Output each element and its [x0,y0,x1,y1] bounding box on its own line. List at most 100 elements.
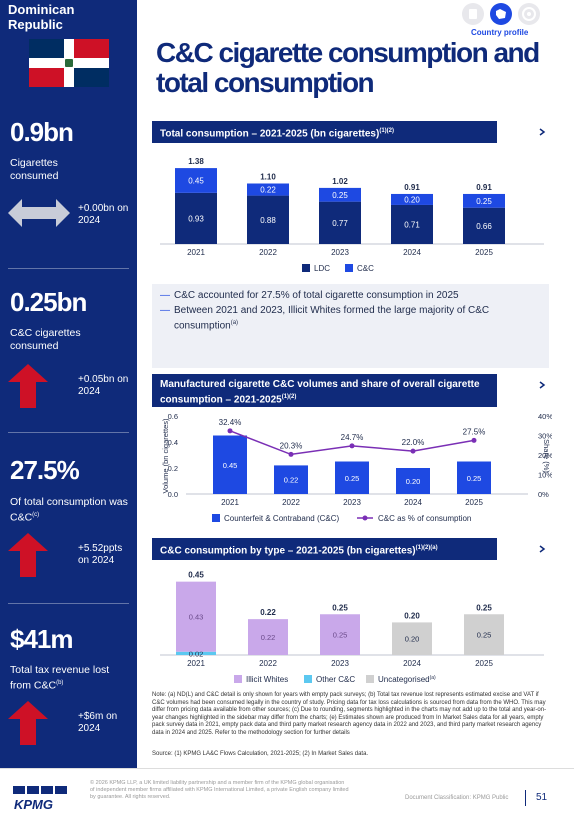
kpi-tax-value: $41m [10,624,73,654]
up-arrow-icon [8,701,48,745]
double-arrow-icon [8,199,70,227]
bar-other-c-c [176,651,216,655]
total-label: 0.25 [332,603,348,612]
data-label: 0.88 [260,216,276,225]
legend-label: LDC [314,264,330,273]
x-tick-label: 2025 [475,659,493,668]
data-label: 0.45 [223,461,238,470]
footer-legal: © 2026 KPMG LLP, a UK limited liability … [90,780,349,800]
data-label: 0.02 [189,649,204,658]
total-label: 1.38 [188,157,204,166]
data-label: 0.93 [188,214,204,223]
x-tick-label: 2025 [465,498,483,507]
x-tick-label: 2021 [187,248,205,257]
y-tick-label: 0.4 [168,438,178,447]
y-tick-label: 0.2 [168,464,178,473]
cc-volume-share-chart: 0.0 0.2 0.4 0.6 0% 10% 20% 30% 40% Volume (bn cig… [161,412,552,523]
legend-label: Other C&C [316,675,355,684]
kpi-tax-label: Total tax revenue lost from C&C(b) [10,664,110,692]
commentary-item: Between 2021 and 2023, Illicit Whites fo… [160,305,541,332]
total-label: 0.25 [476,603,492,612]
y-tick-label: 0.6 [168,412,178,421]
bar-uncategorised [392,622,432,655]
kpmg-logo-text: KPMG [14,797,53,811]
data-label: 0.25 [333,631,348,640]
legend-label-sup: (a) [430,675,436,681]
data-label: 0.43 [189,613,204,622]
y2-tick-label: 0% [538,490,549,499]
bar-illicit-whites [248,619,288,655]
bar-cc-volume [274,465,308,494]
kpi-cigarettes-value: 0.9bn [10,117,74,147]
chart1-arrow-icon [539,128,546,136]
data-label: 0.22 [261,633,276,642]
bar-cc-volume [335,461,369,494]
x-tick-label: 2025 [475,248,493,257]
chart3-title: C&C consumption by type – 2021-2025 (bn … [152,538,497,560]
bar-c-c [463,193,505,208]
kpmg-logo-icon: KPMG [13,786,67,811]
y2-tick-label: 20% [538,451,552,460]
legend-label: C&C as % of consumption [378,514,471,523]
share-point [410,448,416,454]
data-label: 0.45 [188,176,204,185]
total-consumption-chart: 0.93 0.45 1.38 2021 0.88 0.22 1.10 2022 0.77 0.25… [160,157,544,273]
chart2-arrow-icon [539,381,546,389]
x-tick-label: 2021 [221,498,239,507]
x-tick-label: 2023 [331,248,349,257]
footer-separator [525,790,526,806]
kpi-share-value: 27.5% [10,455,80,485]
y2-tick-label: 30% [538,432,552,441]
bar-ldc [319,201,361,244]
legend-label: Counterfeit & Contraband (C&C) [224,514,340,523]
legend-swatch [302,264,310,272]
up-arrow-icon [8,533,48,577]
legend-swatch [304,675,312,683]
kpi-cc-change: +0.05bn on 2024 [78,374,129,397]
commentary-item: C&C accounted for 27.5% of total cigaret… [160,290,541,302]
bar-cc-volume [396,468,430,494]
kpi-share-change: +5.52ppts on 2024 [78,543,123,566]
bar-ldc [463,207,505,244]
footer-divider [0,768,574,769]
kpi-cc-label: C&C cigarettes consumed [10,327,81,352]
share-label: 22.0% [402,438,425,447]
data-label: 0.71 [404,220,420,229]
top-icons [462,3,542,27]
y-tick-label: 0.0 [168,490,178,499]
data-label: 0.25 [467,474,482,483]
kpi-cigarettes-change: +0.00bn on 2024 [78,203,129,226]
kpi-cc-value: 0.25bn [10,287,87,317]
page-title: C&C cigarette consumption and total cons… [156,37,540,98]
country-profile-label: Country profile [471,28,529,37]
target-icon[interactable] [518,3,540,25]
legend-marker [362,515,368,521]
data-label: 0.20 [404,195,420,204]
y2-tick-label: 40% [538,412,552,421]
legend-label: Illicit Whites [246,675,288,684]
country-name: Dominican Republic [8,2,75,32]
map-icon[interactable] [490,3,512,25]
x-tick-label: 2023 [331,659,349,668]
up-arrow-icon [8,364,48,408]
x-tick-label: 2021 [187,659,205,668]
cigarette-pack-icon[interactable] [462,3,484,25]
total-label: 0.91 [476,183,492,192]
kpi-tax-change: +$6m on 2024 [78,711,118,734]
bar-cc-volume [457,461,491,494]
bar-ldc [175,192,217,244]
x-tick-label: 2024 [403,659,421,668]
x-tick-label: 2024 [404,498,422,507]
total-label: 0.45 [188,571,204,580]
kpi-share-label: Of total consumption was C&C(c) [10,496,128,524]
bar-c-c [247,183,289,196]
share-point [471,437,477,443]
share-point [349,443,355,449]
y-axis-title: Volume (bn cigarettes) [161,418,170,494]
chart2-title: Manufactured cigarette C&C volumes and s… [152,374,497,407]
legend-swatch [345,264,353,272]
data-label: 0.22 [284,476,299,485]
kpi-cigarettes-label: Cigarettes consumed [10,157,59,182]
bar-ldc [391,204,433,244]
source-text: Source: (1) KPMG LA&C Flows Calculation,… [152,751,369,757]
